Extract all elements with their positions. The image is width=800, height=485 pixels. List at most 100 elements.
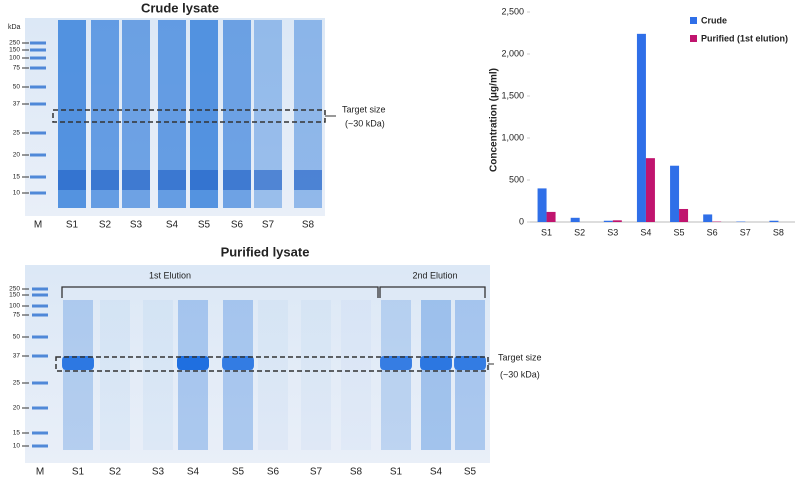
marker-band — [32, 304, 48, 308]
marker-band — [32, 335, 48, 339]
target-label: Target size — [342, 104, 386, 114]
gel-band — [190, 170, 218, 190]
lane-label: S3 — [130, 220, 143, 231]
x-tick-label: S8 — [773, 227, 784, 237]
gel-lane — [223, 300, 253, 450]
marker-label: 25 — [13, 130, 21, 137]
gel-band — [420, 356, 452, 370]
x-tick-label: S3 — [607, 227, 618, 237]
gel-lane — [455, 300, 485, 450]
x-tick-label: S1 — [541, 227, 552, 237]
marker-label: 15 — [13, 430, 21, 437]
y-tick-label: 0 — [519, 216, 524, 226]
lane-label: S8 — [350, 467, 363, 478]
gel-band — [58, 170, 86, 190]
legend-label: Crude — [701, 15, 727, 25]
marker-band — [30, 153, 46, 157]
gel-lane — [381, 300, 411, 450]
marker-label: 50 — [13, 334, 21, 341]
legend-swatch — [690, 35, 697, 42]
marker-label: 37 — [13, 353, 21, 360]
bar — [703, 214, 713, 222]
target-size: (~30 kDa) — [500, 369, 540, 379]
gel-lane — [143, 300, 173, 450]
marker-label: 150 — [9, 292, 20, 299]
x-tick-label: S4 — [640, 227, 651, 237]
y-tick-label: 1,000 — [501, 132, 524, 142]
gel-band — [380, 356, 412, 370]
lane-label: S6 — [267, 467, 280, 478]
bar — [603, 220, 613, 222]
gel-lane — [63, 300, 93, 450]
lane-label: S8 — [302, 220, 315, 231]
lane-label: S2 — [109, 467, 122, 478]
marker-band — [30, 66, 46, 70]
legend-label: Purified (1st elution) — [701, 33, 788, 43]
y-axis-label: Concentration (μg/ml) — [489, 68, 500, 172]
purified-gel-image — [25, 265, 490, 463]
x-tick-label: S2 — [574, 227, 585, 237]
gel-lane — [341, 300, 371, 450]
lane-label: S4 — [187, 467, 200, 478]
target-label: Target size — [498, 352, 542, 362]
marker-label: 250 — [9, 286, 20, 293]
marker-label: 37 — [13, 101, 21, 108]
marker-label: 75 — [13, 312, 21, 319]
marker-band — [30, 85, 46, 89]
lane-label: S4 — [166, 220, 179, 231]
gel-band — [254, 170, 282, 190]
lane-label: S5 — [232, 467, 245, 478]
marker-label: 10 — [13, 443, 21, 450]
target-size: (~30 kDa) — [345, 118, 385, 128]
lane-label: M — [36, 467, 44, 478]
bar — [537, 188, 547, 222]
target-box — [52, 109, 326, 123]
gel-lane — [421, 300, 451, 450]
marker-band — [30, 56, 46, 60]
gel-band — [122, 170, 150, 190]
gel-lane — [258, 300, 288, 450]
lane-label: S5 — [464, 467, 477, 478]
gel-band — [294, 170, 322, 190]
marker-band — [32, 287, 48, 291]
bar — [546, 211, 556, 222]
marker-band — [30, 175, 46, 179]
marker-label: 10 — [13, 190, 21, 197]
gel-band — [62, 356, 94, 370]
marker-band — [32, 381, 48, 385]
group-label: 2nd Elution — [412, 270, 457, 280]
x-tick-label: S6 — [707, 227, 718, 237]
marker-band — [30, 48, 46, 52]
gel-band — [454, 356, 486, 370]
marker-band — [30, 131, 46, 135]
lane-label: S2 — [99, 220, 112, 231]
gel-band — [158, 170, 186, 190]
crude-gel-title: Crude lysate — [141, 0, 219, 15]
bar — [645, 158, 655, 222]
gel-band — [222, 356, 254, 370]
marker-band — [32, 313, 48, 317]
lane-label: M — [34, 220, 42, 231]
marker-label: 20 — [13, 405, 21, 412]
x-tick-label: S5 — [674, 227, 685, 237]
gel-lane — [100, 300, 130, 450]
marker-label: 100 — [9, 55, 20, 62]
marker-label: 15 — [13, 174, 21, 181]
marker-band — [32, 354, 48, 358]
gel-lane — [301, 300, 331, 450]
lane-label: S7 — [310, 467, 323, 478]
gel-band — [91, 170, 119, 190]
gel-lane — [178, 300, 208, 450]
bar — [670, 165, 680, 222]
gel-band — [223, 170, 251, 190]
marker-band — [30, 41, 46, 45]
marker-label: 50 — [13, 84, 21, 91]
lane-label: S6 — [231, 220, 244, 231]
gel-band — [177, 356, 209, 370]
marker-label: 150 — [9, 47, 20, 54]
y-tick-label: 2,000 — [501, 48, 524, 58]
marker-band — [30, 102, 46, 106]
lane-label: S1 — [390, 467, 403, 478]
lane-label: S3 — [152, 467, 165, 478]
